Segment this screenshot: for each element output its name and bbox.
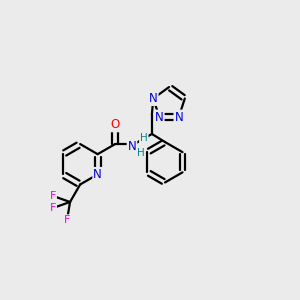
- Text: F: F: [50, 191, 56, 201]
- Text: F: F: [50, 203, 56, 213]
- Text: N: N: [93, 168, 102, 181]
- Text: N: N: [174, 110, 183, 124]
- Text: N: N: [155, 110, 164, 124]
- Text: H: H: [140, 133, 148, 143]
- Text: N: N: [128, 140, 136, 153]
- Text: H: H: [137, 148, 145, 158]
- Text: O: O: [110, 118, 120, 131]
- Text: N: N: [149, 92, 158, 105]
- Text: F: F: [64, 215, 70, 225]
